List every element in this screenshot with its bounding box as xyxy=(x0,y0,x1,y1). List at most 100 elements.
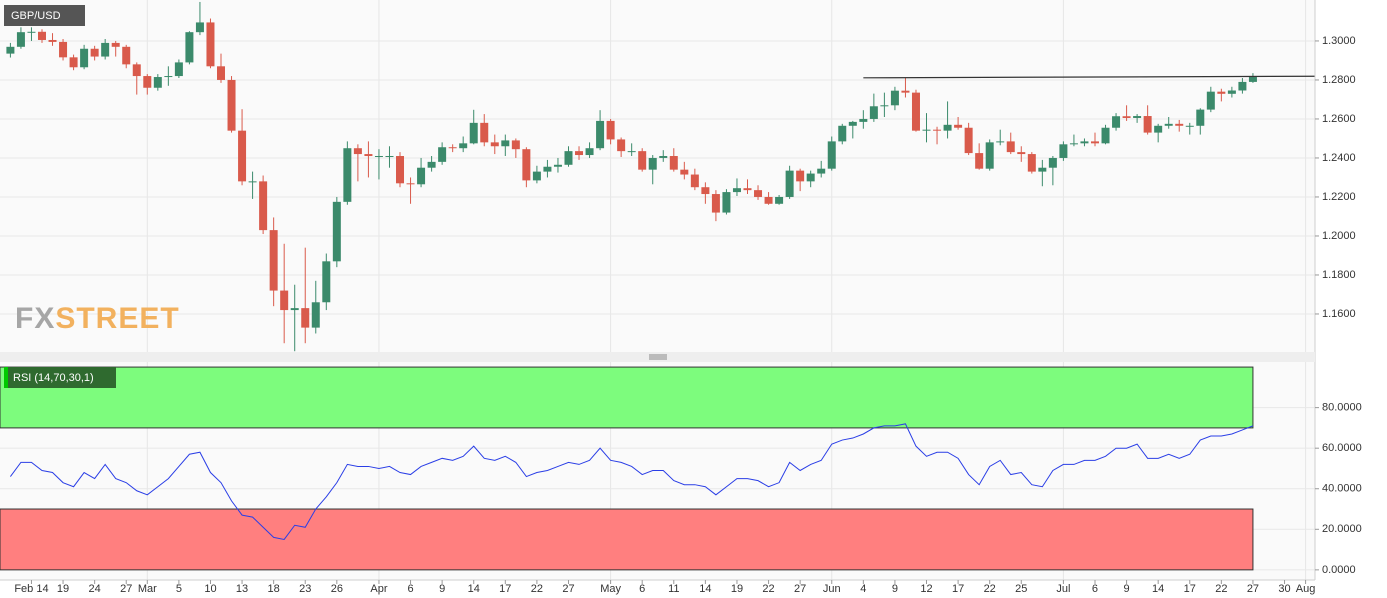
candle-body xyxy=(248,181,257,183)
candle-body xyxy=(227,79,236,131)
candle-body xyxy=(954,124,963,128)
rsi-zone xyxy=(0,366,1254,429)
x-tick-label: 4 xyxy=(860,583,866,595)
y-tick-label: 1.2000 xyxy=(1322,230,1356,242)
rsi-title: RSI (14,70,30,1) xyxy=(13,372,94,384)
candle-body xyxy=(37,31,46,40)
candle-body xyxy=(1154,125,1163,133)
candle-body xyxy=(911,92,920,131)
y-tick-label: 0.0000 xyxy=(1322,564,1356,576)
candle-body xyxy=(901,90,910,93)
candle-body xyxy=(153,77,162,88)
candle-body xyxy=(1122,116,1131,118)
y-tick-label: 40.0000 xyxy=(1322,483,1362,495)
x-tick-label: 14 xyxy=(468,583,480,595)
x-tick-label: 25 xyxy=(1015,583,1027,595)
candle-body xyxy=(817,168,826,174)
candle-body xyxy=(575,151,584,156)
x-tick-label: Jul xyxy=(1056,583,1070,595)
candle-body xyxy=(659,156,668,158)
candle-body xyxy=(775,196,784,204)
candle-body xyxy=(469,122,478,144)
candle-body xyxy=(1069,143,1078,145)
candle-body xyxy=(859,118,868,122)
candle-body xyxy=(1006,141,1015,153)
chart-title: GBP/USD xyxy=(11,10,61,22)
candle-body xyxy=(374,156,383,158)
x-tick-label: 27 xyxy=(120,583,132,595)
rsi-zone xyxy=(0,508,1254,571)
candle-body xyxy=(238,130,247,182)
candle-body xyxy=(943,124,952,131)
candle-body xyxy=(501,140,510,147)
x-tick-label: 5 xyxy=(176,583,182,595)
candle-body xyxy=(80,48,89,68)
y-tick-label: 1.1600 xyxy=(1322,308,1356,320)
candle-body xyxy=(311,302,320,328)
candle-body xyxy=(796,170,805,182)
x-tick-label: 12 xyxy=(920,583,932,595)
candle-body xyxy=(585,148,594,156)
x-tick-label: 6 xyxy=(407,583,413,595)
candle-body xyxy=(343,148,352,202)
y-tick-label: 1.2200 xyxy=(1322,191,1356,203)
x-tick-label: 18 xyxy=(268,583,280,595)
price-plot-background xyxy=(0,0,1315,352)
x-tick-label: 22 xyxy=(1215,583,1227,595)
x-tick-label: Mar xyxy=(138,583,157,595)
candle-body xyxy=(322,261,331,303)
logo: FXSTREET xyxy=(15,302,180,335)
candle-body xyxy=(185,32,194,63)
candle-body xyxy=(1248,77,1257,82)
candle-body xyxy=(975,153,984,169)
x-tick-label: 9 xyxy=(439,583,445,595)
y-tick-label: 1.1800 xyxy=(1322,269,1356,281)
candle-body xyxy=(638,151,647,170)
y-tick-label: 60.0000 xyxy=(1322,442,1362,454)
x-tick-label: Jun xyxy=(823,583,841,595)
candle-body xyxy=(1143,116,1152,133)
candle-body xyxy=(764,196,773,204)
candle-body xyxy=(711,194,720,213)
x-tick-label: 10 xyxy=(204,583,216,595)
rsi-line xyxy=(9,423,1254,540)
candle-body xyxy=(743,188,752,191)
x-tick-label: 17 xyxy=(1184,583,1196,595)
candle-body xyxy=(964,127,973,154)
candle-body xyxy=(417,167,426,185)
candle-body xyxy=(59,41,68,58)
y-tick-label: 1.2600 xyxy=(1322,113,1356,125)
candle-body xyxy=(438,147,447,162)
candle-body xyxy=(922,129,931,131)
x-tick-label: 22 xyxy=(531,583,543,595)
candle-body xyxy=(848,121,857,126)
candle-body xyxy=(596,120,605,149)
candle-body xyxy=(880,105,889,107)
candle-body xyxy=(785,170,794,197)
candle-body xyxy=(701,187,710,195)
candle-body xyxy=(553,164,562,167)
candle-body xyxy=(838,125,847,142)
x-tick-label: 30 xyxy=(1278,583,1290,595)
y-tick-label: 20.0000 xyxy=(1322,523,1362,535)
x-tick-label: 6 xyxy=(639,583,645,595)
x-tick-label: 6 xyxy=(1092,583,1098,595)
candle-body xyxy=(806,173,815,182)
candle-body xyxy=(732,188,741,193)
candle-body xyxy=(448,147,457,149)
rsi-box xyxy=(4,367,116,388)
candle-body xyxy=(827,141,836,169)
x-tick-label: 14 xyxy=(1152,583,1164,595)
candle-body xyxy=(280,290,289,311)
x-tick-label: 26 xyxy=(331,583,343,595)
candle-body xyxy=(564,151,573,165)
candle-body xyxy=(1206,91,1215,110)
candle-body xyxy=(1227,90,1236,94)
marks xyxy=(0,1,1316,571)
candle-body xyxy=(143,76,152,88)
candle-body xyxy=(364,154,373,157)
candle-body xyxy=(1112,116,1121,128)
candle-body xyxy=(1175,123,1184,126)
candle-body xyxy=(48,39,57,42)
